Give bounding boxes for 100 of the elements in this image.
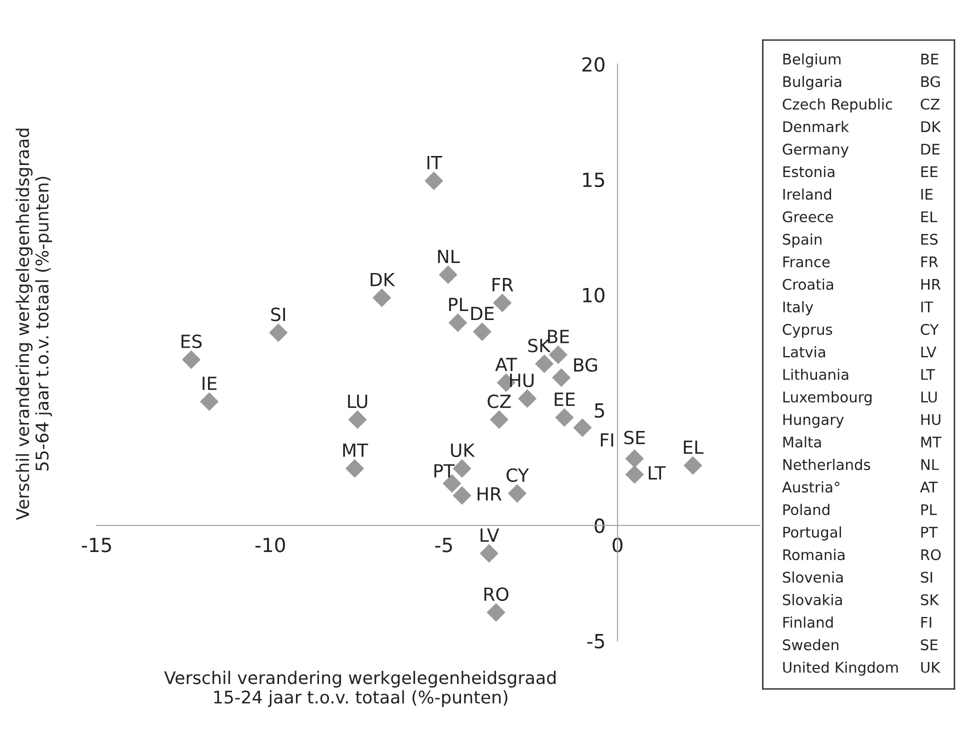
annotation: LU (348, 394, 368, 408)
annotation: MT (343, 444, 368, 457)
text: IE (921, 188, 933, 200)
point (573, 418, 592, 437)
text: Finland (783, 616, 833, 628)
y-tick-label: 20 (582, 57, 604, 72)
annotation: SI (271, 308, 285, 322)
point (552, 368, 571, 387)
annotation: LT (648, 466, 666, 480)
text: France (783, 256, 830, 268)
text: Ireland (783, 188, 832, 200)
point (684, 456, 702, 475)
annotation: PL (449, 298, 468, 312)
point (200, 392, 219, 411)
annotation: SE (624, 430, 645, 444)
text: Croatia (782, 278, 834, 290)
point (348, 410, 367, 429)
text: SE (920, 639, 938, 650)
text: LU (921, 392, 937, 403)
text: Netherlands (783, 458, 870, 470)
text: Poland (783, 504, 830, 516)
text: Greece (782, 211, 834, 222)
text: BG (921, 76, 940, 88)
annotation: FR (492, 278, 514, 292)
text: LT (921, 369, 936, 380)
annotation: HU (510, 374, 534, 388)
point (372, 288, 392, 308)
text: SK (920, 594, 940, 606)
y-tick-label: 5 (594, 403, 604, 418)
y-tick-label: 10 (583, 288, 604, 302)
point (625, 449, 644, 468)
text: Italy (783, 301, 814, 316)
text: CZ (920, 98, 940, 110)
text: Cyprus (782, 324, 832, 338)
text: HU (921, 414, 940, 426)
point (555, 408, 574, 427)
annotation: FI (600, 433, 614, 447)
point (508, 484, 527, 503)
point (448, 313, 468, 332)
point (480, 544, 498, 563)
annotation: AT (495, 358, 518, 372)
text: Sweden (782, 639, 838, 650)
text: Belgium (783, 53, 840, 68)
text: NL (921, 459, 939, 470)
point (548, 345, 568, 364)
text: Slovakia (782, 594, 842, 606)
point (490, 410, 508, 429)
text: AT (920, 482, 938, 492)
point (534, 354, 554, 374)
text: Slovenia (782, 571, 843, 583)
text: ES (921, 234, 938, 245)
text: DE (921, 144, 940, 155)
text: RO (921, 549, 941, 560)
text: SI (920, 572, 932, 583)
text: EE (921, 166, 938, 178)
point (182, 350, 201, 369)
point (492, 294, 512, 312)
annotation: BE (548, 330, 569, 344)
annotation: DK (370, 272, 396, 286)
text: HR (921, 279, 941, 290)
annotation: RO (484, 587, 508, 601)
point (424, 172, 444, 190)
annotation: ES (182, 334, 202, 348)
text: Germany (782, 144, 849, 158)
point (452, 486, 472, 505)
text: PT (921, 526, 938, 538)
annotation: PT (434, 464, 455, 478)
annotation: UK (451, 444, 475, 458)
annotation: IT (427, 156, 442, 170)
text: FR (921, 256, 938, 268)
x-tick-label: -5 (435, 538, 452, 552)
text: DK (921, 121, 942, 132)
point (486, 603, 506, 622)
text: Austria° (782, 481, 840, 493)
text: Latvia (783, 346, 826, 358)
annotation: BG (574, 358, 597, 372)
point (345, 459, 364, 478)
text: United Kingdom (783, 662, 898, 676)
y-axis-title: Verschil verandering werkgelegenheidsgraad 55-64 jaar t.o.v. totaal (%-punten) (16, 128, 52, 520)
y-tick-label: 15 (583, 172, 604, 188)
text: Lithuania (783, 368, 848, 380)
annotation: HR (478, 487, 502, 500)
text: Spain (782, 234, 822, 248)
x-tick-label: -15 (82, 538, 111, 552)
text: CY (920, 324, 939, 335)
text: BE (921, 54, 938, 64)
text: Estonia (783, 166, 834, 178)
point (269, 323, 288, 342)
annotation: SK (528, 338, 551, 352)
text: Czech Republic (782, 98, 892, 112)
annotation: IE (202, 376, 216, 390)
annotation: DE (471, 306, 494, 320)
x-tick-label: -10 (255, 538, 285, 552)
point (625, 465, 644, 484)
text: Luxembourg (783, 391, 872, 406)
annotation: EE (554, 392, 575, 406)
text: PL (921, 504, 937, 515)
y-tick-label: -5 (587, 634, 604, 648)
text: Bulgaria (783, 76, 842, 90)
text: FI (921, 616, 932, 628)
